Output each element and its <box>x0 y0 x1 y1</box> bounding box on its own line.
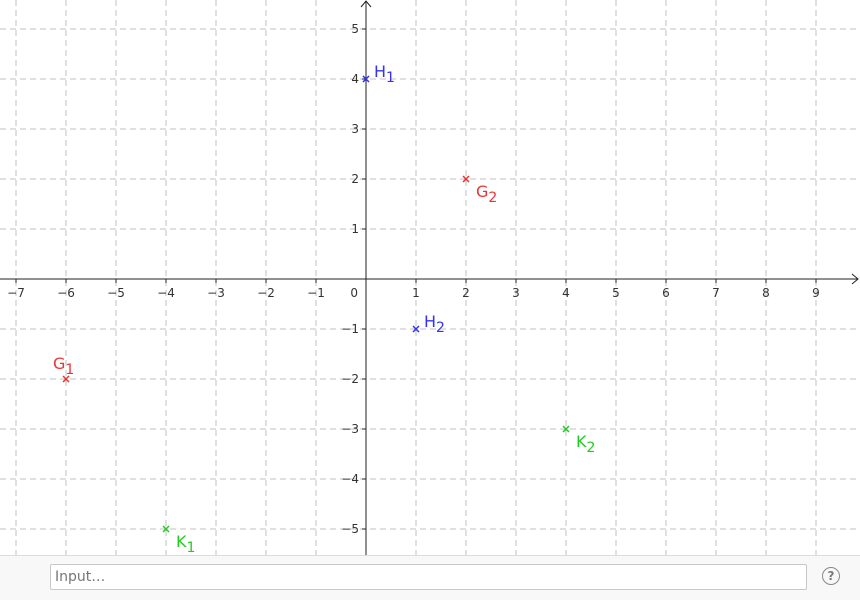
y-tick-label: 5 <box>351 22 359 36</box>
y-tick-label: −2 <box>341 372 359 386</box>
point-g1[interactable]: G1 <box>53 354 74 383</box>
tick-labels: −7 −6 −5 −4 −3 −2 −1 1 2 3 4 5 6 7 8 9 0 −5 −4 −3 −2 −1 1 2 3 4 5 <box>7 22 820 536</box>
input-bar: ? <box>0 555 860 600</box>
x-tick-label: −7 <box>7 286 25 300</box>
y-tick-label: −1 <box>341 322 359 336</box>
y-tick-label: −3 <box>341 422 359 436</box>
point-g2[interactable]: G2 <box>462 175 497 206</box>
point-h2[interactable]: H2 <box>412 312 445 336</box>
y-tick-label: 2 <box>351 172 359 186</box>
point-label: H2 <box>424 312 445 336</box>
help-icon[interactable]: ? <box>822 567 840 585</box>
axes <box>0 0 859 555</box>
x-tick-label: −1 <box>307 286 325 300</box>
y-tick-label: 1 <box>351 222 359 236</box>
point-label: G2 <box>476 182 497 206</box>
y-tick-label: 4 <box>351 72 359 86</box>
x-axis-arrow <box>851 273 859 285</box>
y-tick-label: 3 <box>351 122 359 136</box>
x-tick-label: −5 <box>107 286 125 300</box>
y-tick-label: −4 <box>341 472 359 486</box>
point-h1[interactable]: H1 <box>362 62 395 86</box>
algebra-input-field[interactable] <box>50 564 807 590</box>
x-tick-label: −6 <box>57 286 75 300</box>
x-tick-label: 8 <box>762 286 770 300</box>
point-marker[interactable] <box>412 325 420 333</box>
point-k1[interactable]: K1 <box>162 525 195 555</box>
point-label: G1 <box>53 354 74 378</box>
y-axis-arrow <box>360 0 372 8</box>
x-tick-label: 7 <box>712 286 720 300</box>
point-marker[interactable] <box>362 75 370 83</box>
point-label: H1 <box>374 62 395 86</box>
y-tick-label: −5 <box>341 522 359 536</box>
x-tick-label: −3 <box>207 286 225 300</box>
points[interactable]: H1 H2 G1 G2 K1 K2 <box>53 62 595 555</box>
point-k2[interactable]: K2 <box>562 425 595 456</box>
point-marker[interactable] <box>162 525 170 533</box>
point-label: K2 <box>576 432 595 456</box>
x-tick-label: 9 <box>812 286 820 300</box>
x-tick-label: 1 <box>412 286 420 300</box>
point-marker[interactable] <box>62 375 70 383</box>
x-tick-label: 4 <box>562 286 570 300</box>
point-label: K1 <box>176 532 195 555</box>
point-marker[interactable] <box>462 175 470 183</box>
x-tick-label: 2 <box>462 286 470 300</box>
x-tick-label: 3 <box>512 286 520 300</box>
grid <box>0 0 860 555</box>
origin-label: 0 <box>350 286 358 300</box>
x-tick-label: 6 <box>662 286 670 300</box>
point-marker[interactable] <box>562 425 570 433</box>
x-tick-label: −4 <box>157 286 175 300</box>
x-tick-label: 5 <box>612 286 620 300</box>
x-tick-label: −2 <box>257 286 275 300</box>
graphics-view[interactable]: −7 −6 −5 −4 −3 −2 −1 1 2 3 4 5 6 7 8 90−5−4−3−2−112345 … <box>0 0 860 555</box>
